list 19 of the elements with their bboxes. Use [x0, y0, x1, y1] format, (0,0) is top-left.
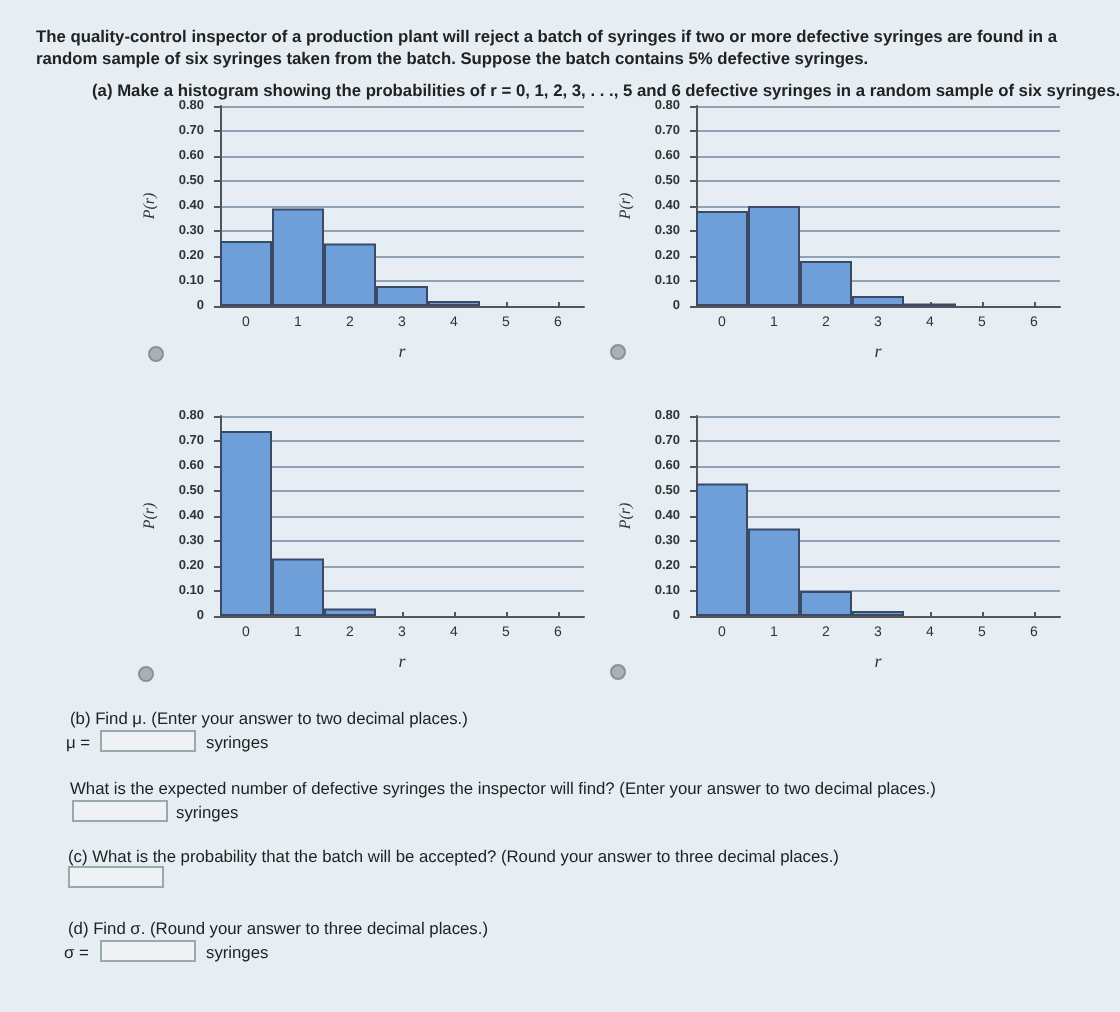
x-axis-title: r — [398, 651, 407, 671]
x-axis-title: r — [398, 341, 407, 361]
x-axis-title: r — [874, 341, 883, 361]
chart-subtitle: (a) Make a histogram showing the probabilities of r = 0, 1, 2, 3, . . ., 5 and 6 defective syringes in a random sample of six syringes. — [92, 80, 1120, 100]
y-axis-title: P(r) — [139, 192, 158, 222]
text: μ = — [66, 732, 91, 752]
text: syringes — [206, 732, 269, 752]
text: (b) Find μ. (Enter your answer to two decimal places.) — [70, 708, 468, 728]
y-axis-title: P(r) — [139, 502, 158, 532]
y-axis-title: P(r) — [615, 192, 634, 222]
text: What is the expected number of defective syringes the inspector will find? (Enter your answer to two decimal places.) — [70, 778, 936, 798]
text: σ = — [64, 942, 89, 962]
text: (c) What is the probability that the batch will be accepted? (Round your answer to three decimal places.) — [68, 846, 839, 866]
y-axis-title: P(r) — [615, 502, 634, 532]
text: syringes — [176, 802, 239, 822]
x-axis-title: r — [874, 651, 883, 671]
text: syringes — [206, 942, 269, 962]
chart-title: The quality-control inspector of a production plant will reject a batch of syringes if two or more defective syringes are found in a random sample of six syringes taken from the batch. Suppose the batch contains 5% defective syringes. — [36, 26, 1060, 68]
text: (d) Find σ. (Round your answer to three decimal places.) — [68, 918, 488, 938]
